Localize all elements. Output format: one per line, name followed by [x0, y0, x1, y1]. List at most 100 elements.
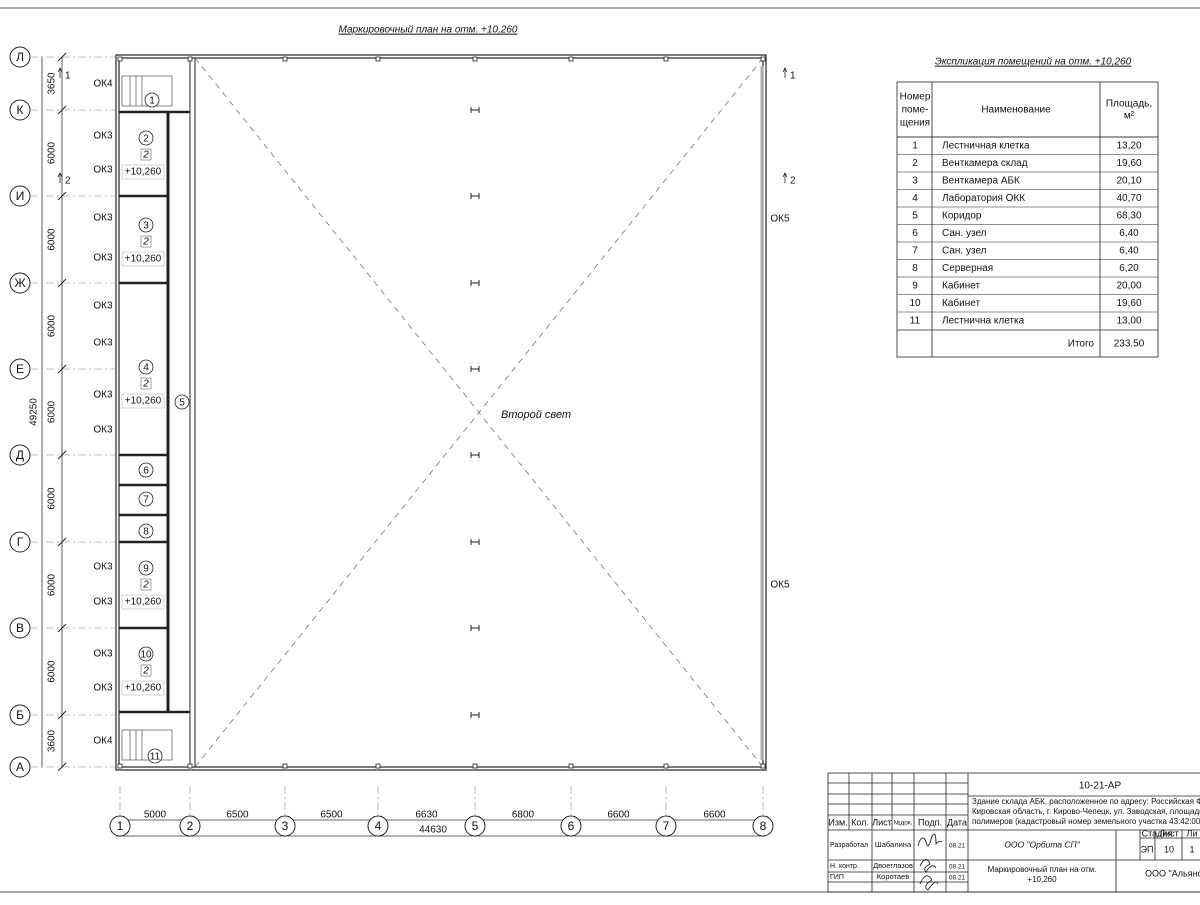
dimension-tick	[57, 762, 67, 772]
room-tag: 2	[142, 237, 149, 248]
table-cell: 10	[909, 298, 921, 309]
stamp-address: Здание склада АБК, расположенное по адре…	[972, 797, 1200, 806]
column-mark	[375, 56, 381, 62]
room-tag: 2	[142, 379, 149, 390]
column-symbol	[470, 625, 480, 631]
room-bubble	[138, 646, 154, 662]
column-mark	[117, 763, 123, 769]
stamp-person: Двоеглазов	[873, 861, 913, 870]
axis-bubble	[655, 815, 677, 837]
room-level: +10,260	[125, 683, 162, 694]
stamp-stage-header: Ли	[1187, 828, 1198, 838]
room-level-box	[121, 393, 165, 409]
column-dimension: 5000	[144, 810, 167, 821]
section-arrow	[57, 67, 63, 78]
room-number: 1	[149, 96, 155, 107]
stamp-date: 08.21	[949, 875, 966, 882]
column-mark	[117, 56, 123, 62]
table-cell: 4	[912, 193, 918, 204]
row-axis-label: Г	[17, 535, 24, 549]
window-label: ОК4	[93, 79, 113, 90]
table-cell: 6,40	[1119, 228, 1139, 239]
stamp-column-header: Подп.	[918, 817, 942, 827]
row-dimension: 6000	[47, 228, 58, 251]
room-number: 2	[143, 134, 149, 145]
column-symbol	[470, 193, 480, 199]
sheet-body: Маркировочный план на отм. +10,260 Второй…	[0, 7, 1200, 893]
stamp-column-header: Лист	[872, 817, 892, 827]
room-number: 5	[179, 398, 185, 409]
column-symbol	[470, 452, 480, 458]
row-axis-label: В	[16, 621, 24, 635]
table-header: Номер	[900, 92, 931, 103]
table-cell: 9	[912, 281, 918, 292]
row-dimension: 3650	[47, 72, 58, 95]
room-level: +10,260	[125, 167, 162, 178]
room-level-box	[121, 594, 165, 610]
partitions	[119, 110, 190, 714]
stamp-sheet-title: +10,260	[1027, 875, 1057, 884]
column-mark	[760, 763, 766, 769]
room-tag: 2	[142, 580, 149, 591]
table-header: Площадь,	[1106, 99, 1152, 110]
column-symbol	[470, 539, 480, 545]
row-dimension: 6000	[47, 487, 58, 510]
row-dimension: 6000	[47, 660, 58, 683]
column-axis-label: 7	[663, 819, 670, 833]
row-dimension: 6000	[47, 400, 58, 423]
outer-wall	[115, 54, 767, 771]
table-cell: Сан. узел	[942, 246, 987, 257]
room-level: +10,260	[125, 597, 162, 608]
room-tag: 2	[142, 150, 149, 161]
outer-wall	[118, 57, 764, 768]
second-light-diagonal	[194, 57, 764, 768]
row-dimension: 6000	[47, 141, 58, 164]
table-cell: 11	[910, 316, 921, 327]
table-cell: Венткамера АБК	[942, 176, 1020, 187]
room-bubble	[138, 462, 154, 478]
explication-title: Экспликация помещений на отм. +10,260	[935, 57, 1132, 68]
stamp-organization: ООО "Альянс	[1145, 868, 1200, 878]
table-header: м²	[1124, 111, 1135, 122]
row-dimension: 6000	[47, 314, 58, 337]
row-axis-label: А	[16, 760, 24, 774]
window-label: ОК3	[93, 338, 113, 349]
dimension-tick	[57, 191, 67, 201]
window-label: ОК3	[93, 213, 113, 224]
axis-bubble	[752, 815, 774, 837]
window-label: ОК3	[93, 649, 113, 660]
room-number: 11	[150, 752, 161, 763]
room-number: 8	[143, 527, 149, 538]
second-light-label: Второй свет	[501, 409, 571, 421]
stamp-date: 08.21	[949, 843, 966, 850]
dimension-tick	[57, 52, 67, 62]
table-cell: Кабинет	[942, 280, 980, 292]
table-cell: Лаборатория ОКК	[942, 192, 1025, 204]
column-axis-label: 4	[375, 819, 382, 833]
room-level-box	[121, 680, 165, 696]
table-cell: Лестнична клетка	[942, 316, 1025, 327]
dimension-tick	[57, 105, 67, 115]
table-cell: 13,00	[1116, 316, 1141, 327]
stamp-role: ГИП	[830, 874, 844, 881]
column-mark	[472, 763, 478, 769]
column-dimension: 6800	[512, 810, 535, 821]
signatures	[917, 833, 943, 891]
section-mark: 2	[790, 176, 796, 187]
axis-bubble	[560, 815, 582, 837]
table-cell: 68,30	[1116, 211, 1141, 222]
inner-wall	[189, 57, 196, 768]
room-bubble	[138, 130, 154, 146]
room-number: 3	[143, 221, 149, 232]
room-tag-box	[140, 578, 152, 591]
table-cell: 40,70	[1116, 193, 1141, 204]
table-header: Наименование	[981, 105, 1051, 116]
column-mark	[187, 56, 193, 62]
dimension-tick	[57, 278, 67, 288]
table-cell: 6,40	[1119, 246, 1139, 257]
column-axis-label: 6	[568, 819, 575, 833]
room-tag-box	[140, 148, 152, 161]
column-axis-label: 2	[187, 819, 194, 833]
stamp-address: полимеров (кадастровый номер земельного …	[972, 817, 1200, 826]
